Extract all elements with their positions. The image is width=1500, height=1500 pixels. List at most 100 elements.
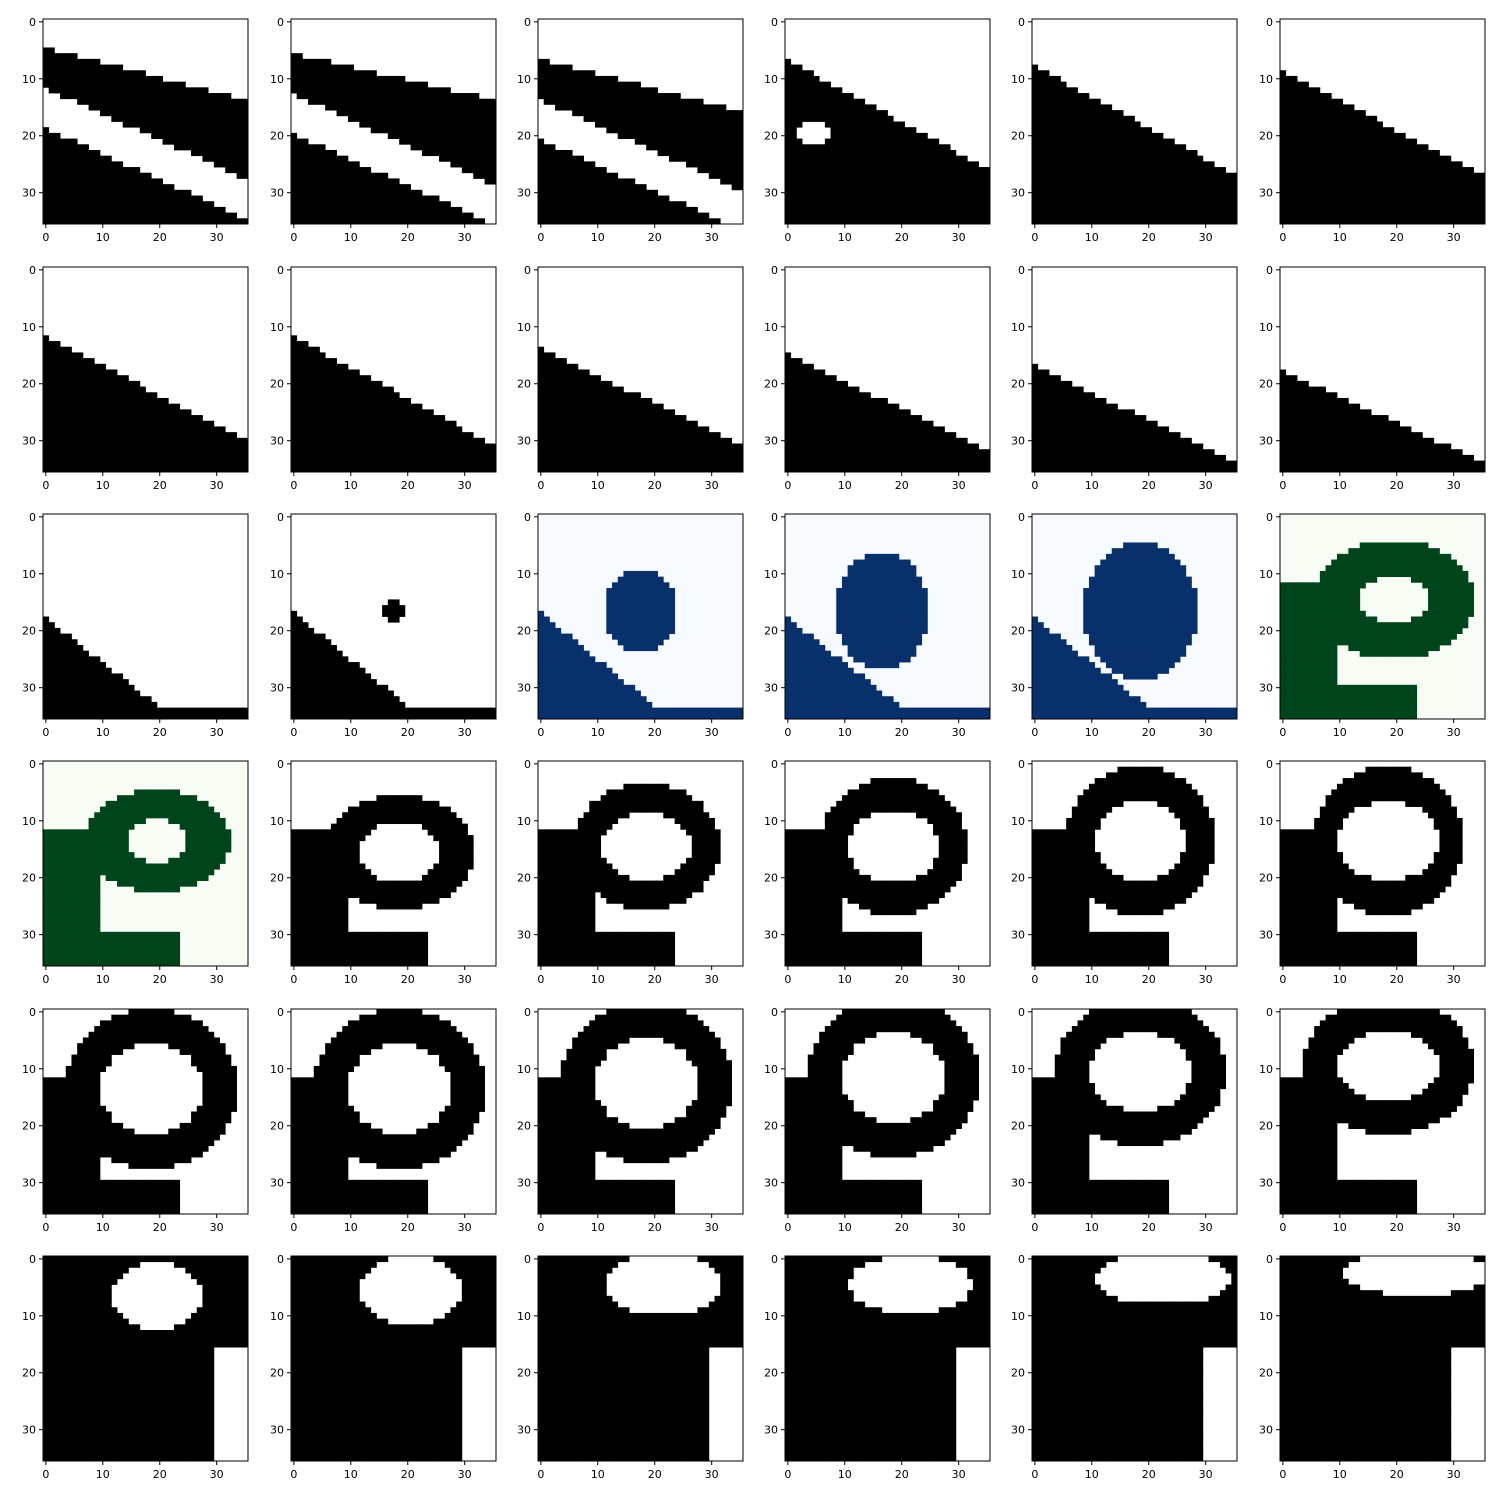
heatmap-cell — [376, 415, 383, 422]
heatmap-cell — [1388, 149, 1395, 157]
heatmap-cell — [1054, 81, 1061, 88]
heatmap-cell — [1083, 110, 1090, 117]
heatmap-cell — [1302, 195, 1309, 202]
heatmap-cell — [1314, 110, 1321, 117]
heatmap-cell — [77, 93, 84, 100]
heatmap-cell — [342, 172, 349, 179]
y-tick-label: 0 — [29, 16, 36, 29]
heatmap-cell — [1088, 167, 1096, 174]
heatmap-cell — [416, 138, 423, 145]
heatmap-cell — [77, 184, 84, 191]
heatmap-cell — [898, 206, 905, 214]
heatmap-cell — [291, 64, 298, 71]
heatmap-cell — [898, 121, 905, 128]
heatmap-cell — [1071, 127, 1078, 134]
heatmap-cell — [151, 415, 158, 422]
heatmap-cell — [71, 144, 78, 151]
heatmap-cell — [77, 206, 84, 214]
heatmap-cell — [359, 189, 366, 196]
heatmap-cell — [1191, 189, 1198, 196]
heatmap-cell — [173, 110, 181, 117]
heatmap-cell — [347, 178, 355, 185]
heatmap-cell — [1066, 184, 1073, 191]
heatmap-cell — [439, 121, 446, 128]
heatmap-cell — [714, 132, 721, 139]
heatmap-cell — [336, 189, 343, 196]
heatmap-cell — [1174, 184, 1181, 191]
heatmap-cell — [302, 149, 309, 157]
heatmap-cell — [173, 426, 181, 433]
heatmap-cell — [1433, 155, 1440, 162]
heatmap-cell — [365, 87, 372, 94]
heatmap-cell — [94, 369, 101, 376]
heatmap-cell — [376, 380, 383, 387]
heatmap-cell — [117, 415, 124, 422]
heatmap-cell — [1280, 178, 1287, 185]
heatmap-cell — [824, 189, 831, 196]
heatmap-cell — [65, 432, 72, 439]
heatmap-cell — [657, 144, 664, 151]
heatmap-cell — [686, 149, 693, 157]
heatmap-cell — [1100, 201, 1107, 208]
heatmap-cell — [370, 403, 377, 410]
heatmap-cell — [543, 212, 550, 219]
heatmap-cell — [88, 189, 95, 196]
heatmap-cell — [99, 369, 107, 376]
heatmap-cell — [365, 93, 372, 100]
heatmap-cell — [225, 466, 232, 473]
heatmap-cell — [1291, 184, 1298, 191]
heatmap-cell — [404, 212, 411, 219]
heatmap-cell — [1180, 178, 1187, 185]
heatmap-cell — [173, 104, 181, 111]
heatmap-cell — [336, 380, 343, 387]
heatmap-cell — [117, 437, 124, 444]
heatmap-cell — [71, 195, 78, 202]
heatmap-cell — [1359, 121, 1366, 128]
heatmap-cell — [139, 432, 146, 439]
heatmap-cell — [708, 167, 715, 174]
heatmap-cell — [71, 81, 78, 88]
heatmap-cell — [1032, 104, 1039, 111]
heatmap-cell — [1308, 104, 1315, 111]
heatmap-cell — [179, 409, 186, 416]
heatmap-cell — [1032, 206, 1039, 214]
heatmap-cell — [117, 184, 124, 191]
heatmap-cell — [168, 415, 175, 422]
heatmap-cell — [156, 443, 163, 450]
heatmap-cell — [1319, 195, 1326, 202]
heatmap-cell — [48, 449, 55, 456]
heatmap-cell — [668, 132, 676, 139]
heatmap-cell — [478, 98, 486, 105]
heatmap-cell — [1066, 178, 1073, 185]
heatmap-cell — [382, 172, 389, 179]
heatmap-cell — [1285, 75, 1292, 83]
heatmap-cell — [308, 426, 315, 433]
heatmap-cell — [48, 155, 55, 162]
heatmap-cell — [179, 466, 186, 473]
heatmap-cell — [48, 397, 55, 405]
x-tick-label: 0 — [784, 231, 791, 244]
heatmap-cell — [467, 138, 474, 145]
heatmap-cell — [1371, 149, 1378, 157]
heatmap-cell — [60, 392, 67, 399]
heatmap-cell — [1202, 167, 1209, 174]
heatmap-cell — [1399, 201, 1406, 208]
heatmap-cell — [421, 212, 429, 219]
heatmap-cell — [933, 138, 940, 145]
heatmap-cell — [291, 144, 298, 151]
heatmap-cell — [807, 87, 814, 94]
heatmap-cell — [1185, 149, 1192, 157]
heatmap-cell — [313, 144, 320, 151]
heatmap-cell — [560, 167, 567, 174]
heatmap-cell — [208, 206, 215, 214]
heatmap-cell — [572, 172, 579, 179]
heatmap-cell — [145, 127, 152, 134]
heatmap-cell — [1319, 172, 1326, 179]
heatmap-cell — [382, 98, 389, 105]
heatmap-cell — [1302, 104, 1309, 111]
heatmap-cell — [708, 149, 715, 157]
heatmap-cell — [336, 397, 343, 405]
heatmap-cell — [151, 212, 158, 219]
heatmap-cell — [785, 64, 792, 71]
heatmap-cell — [421, 110, 429, 117]
